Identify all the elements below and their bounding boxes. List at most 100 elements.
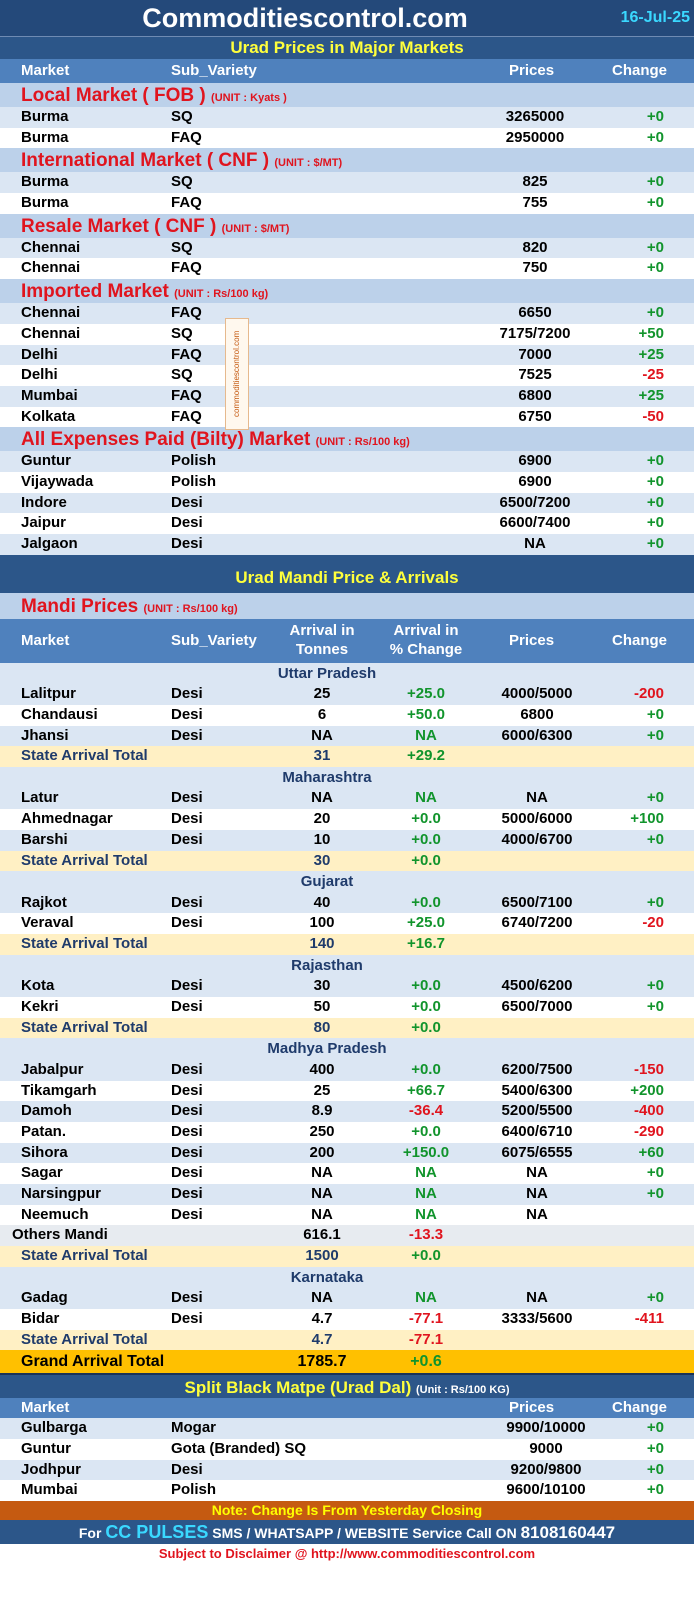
change-cell: -20 <box>642 914 664 932</box>
market-cell: Rajkot <box>21 893 67 911</box>
change-cell: +0 <box>646 1184 664 1202</box>
arrival-change-cell: +50.0 <box>407 705 445 723</box>
arrival-change-cell: NA <box>415 1205 437 1223</box>
price-cell: 7000 <box>518 345 552 363</box>
sub-variety-cell: Desi <box>171 1460 203 1478</box>
sub-variety-cell: Desi <box>171 810 203 828</box>
footer-for: For <box>78 1525 102 1541</box>
sub-variety-cell: Desi <box>171 830 203 848</box>
split-body: Gulbarga Mogar 9900/10000 +0 Guntur Gota (Bra… <box>0 1418 694 1501</box>
col-prices: Prices <box>509 62 555 79</box>
price-cell: 9000 <box>529 1439 563 1457</box>
table-row: Indore Desi 6500/7200 +0 <box>0 492 694 514</box>
market-cell: Delhi <box>21 345 58 363</box>
arrival-change-cell: NA <box>415 1184 437 1202</box>
arrival-cell: 6 <box>317 705 327 723</box>
category-name: All Expenses Paid (Bilty) Market <box>21 429 311 451</box>
table-row: Kota Desi 30 +0.0 4500/6200 +0 <box>0 976 694 997</box>
split-column-header: Market Prices Change <box>0 1398 694 1419</box>
price-cell: 6900 <box>518 452 552 470</box>
grand-total-label: Grand Arrival Total <box>21 1353 165 1371</box>
total-change: +29.2 <box>407 747 445 765</box>
price-cell: 6900 <box>518 472 552 490</box>
market-cell: Jabalpur <box>21 1060 84 1078</box>
change-cell: -400 <box>633 1102 664 1120</box>
market-cell: Jhansi <box>21 726 69 744</box>
category-name: Resale Market ( CNF ) <box>21 215 217 237</box>
price-cell: 5000/6000 <box>501 810 573 828</box>
table-row: Guntur Gota (Branded) SQ 9000 +0 <box>0 1438 694 1460</box>
col-change: Change <box>612 62 668 79</box>
sub-variety-cell: FAQ <box>171 386 202 404</box>
market-cell: Delhi <box>21 366 58 384</box>
category-unit: (UNIT : Rs/100 kg) <box>174 288 269 301</box>
mandi-prices-heading: Mandi Prices (UNIT : Rs/100 kg) <box>0 592 694 619</box>
price-cell: 6075/6555 <box>501 1143 573 1161</box>
section-divider <box>0 554 694 563</box>
col-arrival-change: Arrival in <box>393 621 459 639</box>
category-name: Local Market ( FOB ) <box>21 85 206 106</box>
arrival-change-cell: +0.0 <box>411 810 441 828</box>
table-row: Latur Desi NA NA NA +0 <box>0 788 694 810</box>
table-row: Chandausi Desi 6 +50.0 6800 +0 <box>0 704 694 726</box>
market-cell: Chandausi <box>21 705 98 723</box>
sub-variety-cell: Polish <box>171 472 217 490</box>
total-arrival: 140 <box>309 935 335 953</box>
sub-variety-cell: FAQ <box>171 345 202 363</box>
category-unit: (UNIT : Rs/100 kg) <box>315 436 410 449</box>
arrival-cell: NA <box>311 726 333 744</box>
arrival-change-cell: +0.0 <box>411 1060 441 1078</box>
category-name: Imported Market <box>21 281 169 303</box>
change-cell: -200 <box>633 685 664 703</box>
sub-variety-cell: SQ <box>171 324 193 342</box>
arrival-cell: 400 <box>309 1060 335 1078</box>
state-arrival-total: State Arrival Total 80 +0.0 <box>0 1017 694 1039</box>
table-row: Tikamgarh Desi 25 +66.7 5400/6300 +200 <box>0 1080 694 1102</box>
table-row: Damoh Desi 8.9 -36.4 5200/5500 -400 <box>0 1101 694 1122</box>
total-arrival: 80 <box>313 1018 331 1036</box>
arrival-change-cell: NA <box>415 1289 437 1307</box>
table-row: Vijaywada Polish 6900 +0 <box>0 471 694 493</box>
market-cell: Jodhpur <box>21 1460 81 1478</box>
market-cell: Lalitpur <box>21 685 76 703</box>
change-cell: -150 <box>633 1060 664 1078</box>
market-cell: Jalgaon <box>21 535 78 552</box>
market-cell: Mumbai <box>21 386 78 404</box>
change-cell: +60 <box>638 1143 664 1161</box>
arrival-change-cell: NA <box>415 726 437 744</box>
market-cell: Tikamgarh <box>21 1081 97 1099</box>
arrival-cell: 25 <box>313 1081 331 1099</box>
sub-variety-cell: SQ <box>171 108 193 125</box>
state-arrival-total: State Arrival Total 140 +16.7 <box>0 934 694 955</box>
table-row: Chennai SQ 7175/7200 +50 <box>0 323 694 345</box>
total-arrival: 4.7 <box>311 1330 333 1348</box>
market-cell: Kota <box>21 977 55 995</box>
sub-variety-cell: Desi <box>171 726 203 744</box>
split-title: Split Black Matpe (Urad Dal) <box>184 1378 412 1398</box>
arrival-cell: 20 <box>313 810 331 828</box>
market-cell: Chennai <box>21 304 81 322</box>
arrival-cell: 200 <box>309 1143 335 1161</box>
arrival-cell: NA <box>311 1205 333 1223</box>
change-cell: +0 <box>646 259 664 277</box>
disclaimer-link[interactable]: Subject to Disclaimer @ http://www.commo… <box>158 1546 536 1561</box>
price-cell: 4000/5000 <box>501 685 573 703</box>
price-cell: NA <box>526 1289 548 1307</box>
table-row: Narsingpur Desi NA NA NA +0 <box>0 1183 694 1205</box>
price-cell: 6600/7400 <box>499 514 571 532</box>
mandi-column-header: Market Sub_Variety Arrival in Tonnes Arr… <box>0 618 694 663</box>
major-markets-title: Urad Prices in Major Markets <box>0 37 694 59</box>
col-market: Market <box>21 631 70 649</box>
market-cell: Chennai <box>21 259 81 277</box>
price-cell: 755 <box>522 194 548 212</box>
sub-variety-cell: Polish <box>171 452 217 470</box>
arrival-cell: 10 <box>313 830 331 848</box>
site-title: Commoditiescontrol.com <box>142 3 468 33</box>
market-cell: Burma <box>21 108 69 125</box>
table-row: Kolkata FAQ 6750 -50 <box>0 406 694 428</box>
change-cell: +0 <box>646 893 664 911</box>
change-cell: +0 <box>646 1460 664 1478</box>
arrival-change-cell: +0.0 <box>411 893 441 911</box>
table-row: Chennai FAQ 6650 +0 <box>0 303 694 324</box>
